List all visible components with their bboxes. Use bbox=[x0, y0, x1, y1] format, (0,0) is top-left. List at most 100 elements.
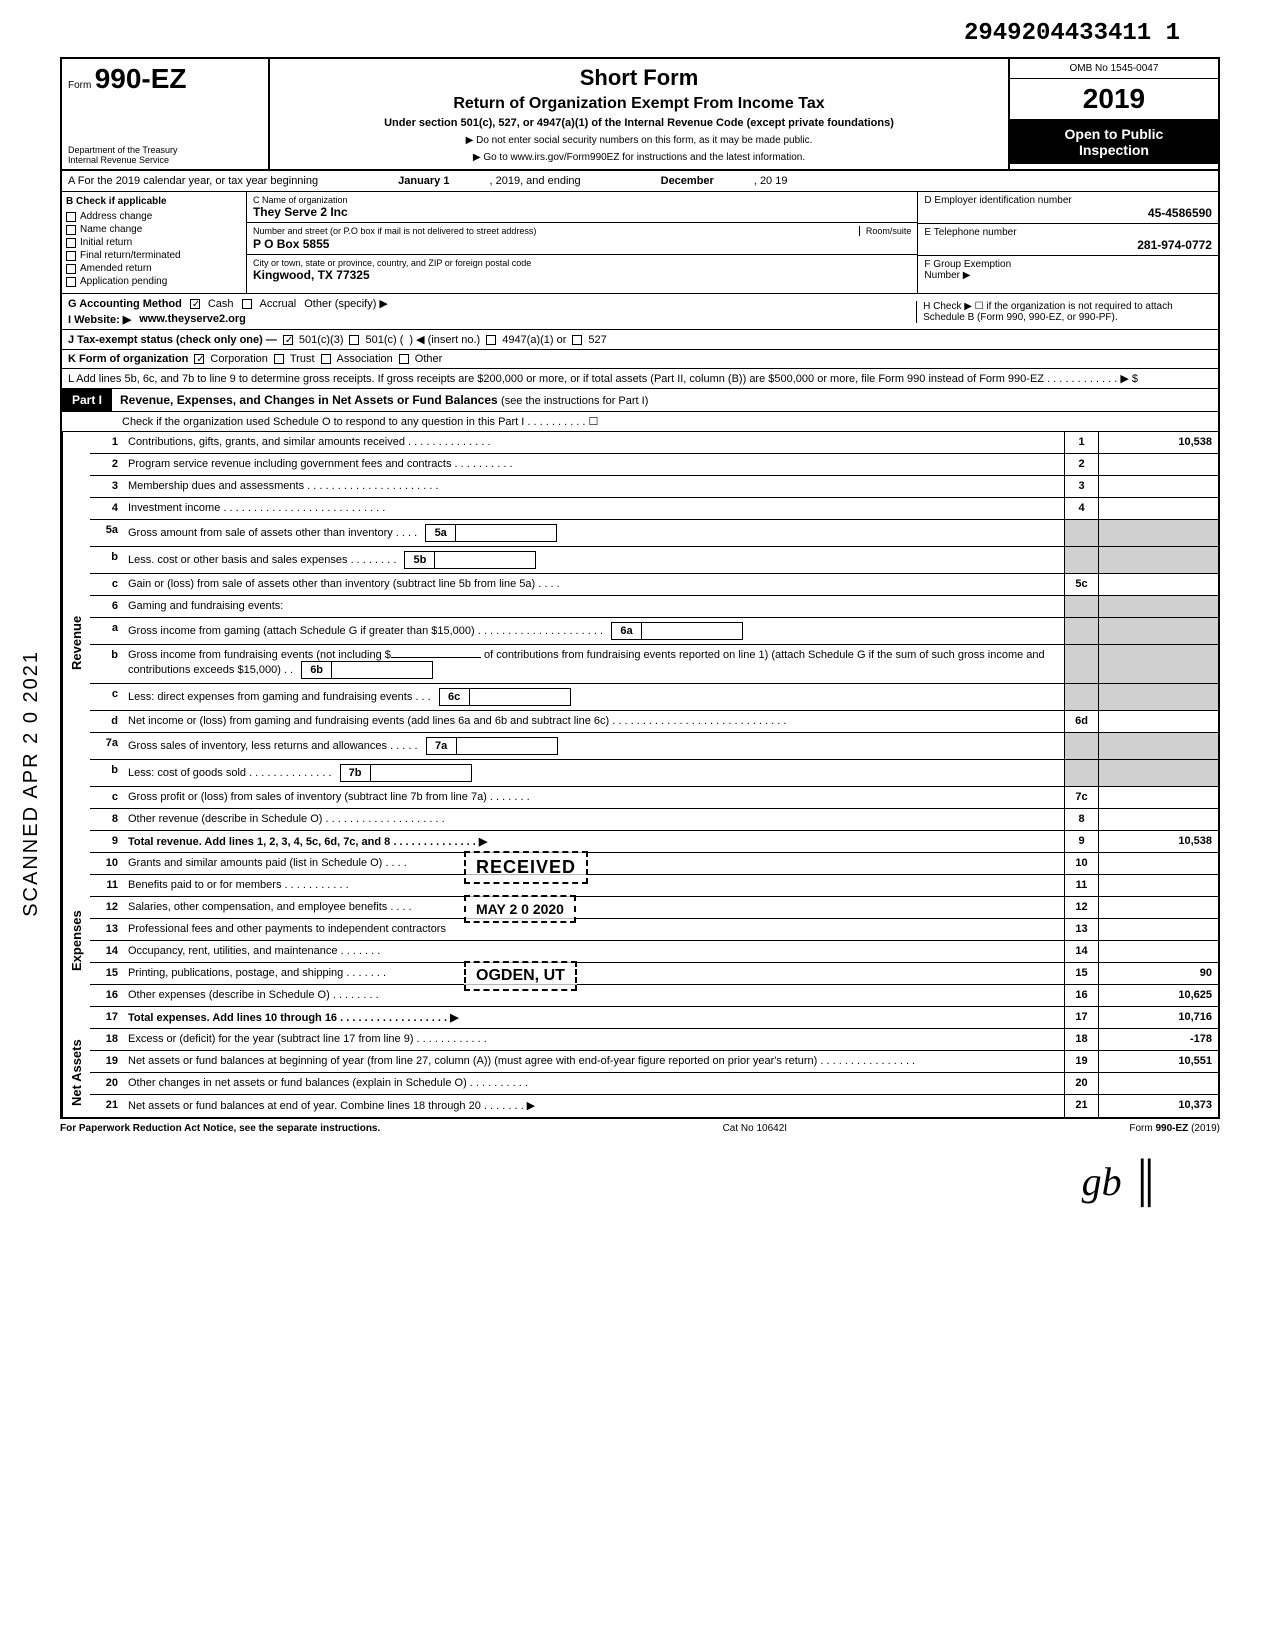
lbl-assoc: Association bbox=[337, 353, 393, 365]
scanned-stamp: SCANNED APR 2 0 2021 bbox=[20, 650, 43, 917]
inspection-label: Inspection bbox=[1014, 142, 1214, 158]
chk-initial[interactable] bbox=[66, 238, 76, 248]
ein-value: 45-4586590 bbox=[924, 206, 1212, 220]
l15-desc: Printing, publications, postage, and shi… bbox=[124, 963, 1064, 984]
chk-assoc[interactable] bbox=[321, 354, 331, 364]
l21-desc: Net assets or fund balances at end of ye… bbox=[124, 1095, 1064, 1117]
header-right: OMB No 1545-0047 2019 Open to Public Ins… bbox=[1010, 59, 1218, 169]
form-990ez: Form 990-EZ Department of the Treasury I… bbox=[60, 57, 1220, 1119]
l12-desc: Salaries, other compensation, and employ… bbox=[124, 897, 1064, 918]
chk-527[interactable] bbox=[572, 335, 582, 345]
lbl-accrual: Accrual bbox=[260, 298, 297, 310]
l6a-desc: Gross income from gaming (attach Schedul… bbox=[124, 618, 1064, 644]
chk-final[interactable] bbox=[66, 251, 76, 261]
l14-desc: Occupancy, rent, utilities, and maintena… bbox=[124, 941, 1064, 962]
l6d-desc: Net income or (loss) from gaming and fun… bbox=[124, 711, 1064, 732]
chk-name[interactable] bbox=[66, 225, 76, 235]
l4-desc: Investment income . . . . . . . . . . . … bbox=[124, 498, 1064, 519]
lbl-4947: 4947(a)(1) or bbox=[502, 334, 566, 346]
chk-trust[interactable] bbox=[274, 354, 284, 364]
lbl-501c3: 501(c)(3) bbox=[299, 334, 344, 346]
tax-year: 2019 bbox=[1010, 79, 1218, 120]
website-value: www.theyserve2.org bbox=[139, 313, 246, 326]
l2-desc: Program service revenue including govern… bbox=[124, 454, 1064, 475]
l17-amt: 10,716 bbox=[1098, 1007, 1218, 1028]
line-a-end: , 20 19 bbox=[754, 175, 788, 187]
part1-check: Check if the organization used Schedule … bbox=[62, 412, 1218, 432]
chk-pending[interactable] bbox=[66, 277, 76, 287]
line-a-prefix: A For the 2019 calendar year, or tax yea… bbox=[68, 175, 318, 187]
lbl-address: Address change bbox=[80, 211, 152, 222]
row-k-label: K Form of organization bbox=[68, 353, 188, 365]
l13-desc: Professional fees and other payments to … bbox=[124, 919, 1064, 940]
footer-mid: Cat No 10642I bbox=[723, 1123, 788, 1134]
room-suite-label: Room/suite bbox=[859, 226, 912, 236]
line-a-2019: , 2019, and ending bbox=[489, 175, 580, 187]
l17-desc: Total expenses. Add lines 10 through 16 … bbox=[124, 1007, 1064, 1028]
signature-area: gb ║ bbox=[60, 1138, 1220, 1205]
l9-desc: Total revenue. Add lines 1, 2, 3, 4, 5c,… bbox=[124, 831, 1064, 852]
lbl-initial: Initial return bbox=[80, 237, 132, 248]
lbl-other-org: Other bbox=[415, 353, 443, 365]
chk-cash[interactable] bbox=[190, 299, 200, 309]
phone-value: 281-974-0772 bbox=[924, 238, 1212, 252]
col-c: C Name of organization They Serve 2 Inc … bbox=[247, 192, 917, 293]
l19-amt: 10,551 bbox=[1098, 1051, 1218, 1072]
l1-amt: 10,538 bbox=[1098, 432, 1218, 453]
l20-desc: Other changes in net assets or fund bala… bbox=[124, 1073, 1064, 1094]
l3-desc: Membership dues and assessments . . . . … bbox=[124, 476, 1064, 497]
form-prefix: Form bbox=[68, 80, 91, 91]
row-g-i: G Accounting Method Cash Accrual Other (… bbox=[62, 294, 1218, 330]
header-left: Form 990-EZ Department of the Treasury I… bbox=[62, 59, 270, 169]
part1-sub: (see the instructions for Part I) bbox=[501, 395, 648, 407]
street-label: Number and street (or P.O box if mail is… bbox=[253, 226, 536, 236]
ein-label: D Employer identification number bbox=[924, 195, 1212, 206]
chk-accrual[interactable] bbox=[242, 299, 252, 309]
l15-amt: 90 bbox=[1098, 963, 1218, 984]
line-a-end-month: December bbox=[661, 175, 714, 187]
row-i-label: I Website: ▶ bbox=[68, 313, 131, 326]
l6-desc: Gaming and fundraising events: bbox=[124, 596, 1064, 617]
expenses-section: Expenses 10Grants and similar amounts pa… bbox=[62, 853, 1218, 1029]
chk-501c[interactable] bbox=[349, 335, 359, 345]
chk-other-org[interactable] bbox=[399, 354, 409, 364]
form-header: Form 990-EZ Department of the Treasury I… bbox=[62, 59, 1218, 171]
chk-corp[interactable] bbox=[194, 354, 204, 364]
row-j-label: J Tax-exempt status (check only one) — bbox=[68, 334, 277, 346]
expenses-side-label: Expenses bbox=[62, 853, 90, 1029]
footer-left: For Paperwork Reduction Act Notice, see … bbox=[60, 1123, 380, 1134]
part1-header: Part I Revenue, Expenses, and Changes in… bbox=[62, 389, 1218, 412]
lbl-trust: Trust bbox=[290, 353, 315, 365]
note-ssn: ▶ Do not enter social security numbers o… bbox=[280, 135, 998, 146]
lbl-name: Name change bbox=[80, 224, 142, 235]
row-k: K Form of organization Corporation Trust… bbox=[62, 350, 1218, 369]
part1-title: Revenue, Expenses, and Changes in Net As… bbox=[120, 393, 498, 407]
lbl-insert: ) ◀ (insert no.) bbox=[409, 333, 480, 346]
footer: For Paperwork Reduction Act Notice, see … bbox=[60, 1119, 1220, 1138]
omb-number: OMB No 1545-0047 bbox=[1010, 59, 1218, 79]
city-value: Kingwood, TX 77325 bbox=[253, 268, 911, 282]
form-number: 990-EZ bbox=[95, 63, 187, 94]
chk-address[interactable] bbox=[66, 212, 76, 222]
l21-amt: 10,373 bbox=[1098, 1095, 1218, 1117]
line-a: A For the 2019 calendar year, or tax yea… bbox=[62, 171, 1218, 192]
row-j: J Tax-exempt status (check only one) — 5… bbox=[62, 330, 1218, 350]
phone-label: E Telephone number bbox=[924, 227, 1212, 238]
title-short-form: Short Form bbox=[280, 65, 998, 91]
l16-amt: 10,625 bbox=[1098, 985, 1218, 1006]
netassets-side-label: Net Assets bbox=[62, 1029, 90, 1117]
note-url: ▶ Go to www.irs.gov/Form990EZ for instru… bbox=[280, 152, 998, 163]
group-exempt-number: Number ▶ bbox=[924, 270, 1212, 281]
footer-right: Form 990-EZ (2019) bbox=[1129, 1123, 1220, 1134]
l9-amt: 10,538 bbox=[1098, 831, 1218, 852]
chk-501c3[interactable] bbox=[283, 335, 293, 345]
dept-treasury: Department of the Treasury bbox=[68, 145, 262, 155]
col-de: D Employer identification number 45-4586… bbox=[917, 192, 1218, 293]
chk-4947[interactable] bbox=[486, 335, 496, 345]
l6c-desc: Less: direct expenses from gaming and fu… bbox=[124, 684, 1064, 710]
rows-b-to-f: B Check if applicable Address change Nam… bbox=[62, 192, 1218, 294]
street-value: P O Box 5855 bbox=[253, 237, 911, 251]
lbl-501c: 501(c) ( bbox=[365, 334, 403, 346]
chk-amended[interactable] bbox=[66, 264, 76, 274]
l7a-desc: Gross sales of inventory, less returns a… bbox=[124, 733, 1064, 759]
